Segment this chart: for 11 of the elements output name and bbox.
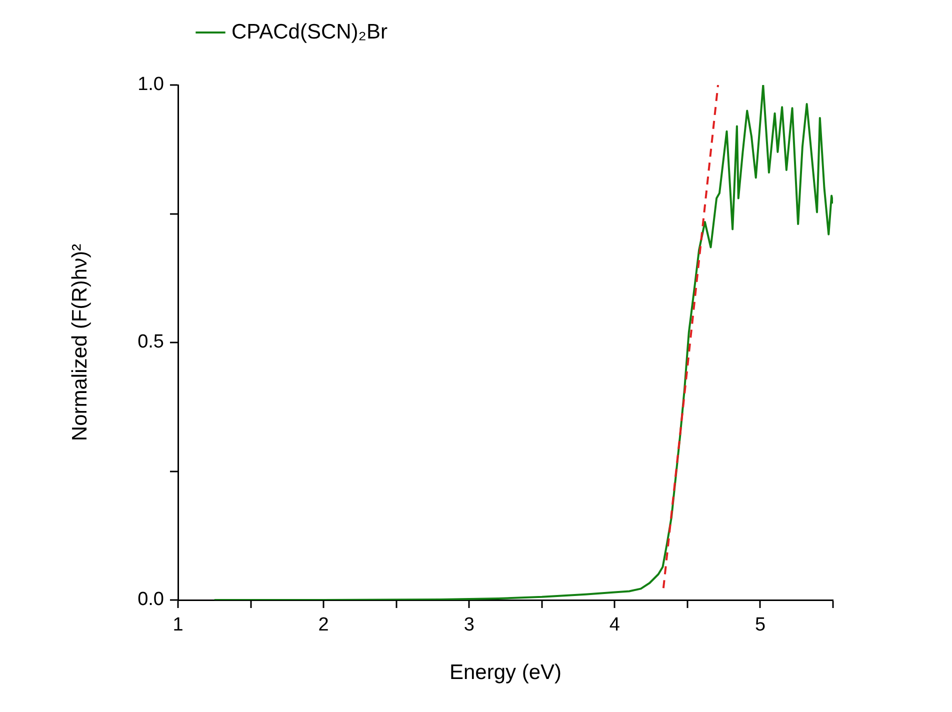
x-tick-label: 1: [172, 614, 184, 636]
y-tick-label: 1.0: [138, 74, 164, 96]
y-axis-title: Normalized (F(R)hν)²: [68, 244, 92, 442]
x-tick-label: 3: [464, 614, 474, 636]
x-axis-title: Energy (eV): [449, 661, 562, 684]
y-tick-label: 0.5: [138, 332, 164, 353]
x-tick-label: 2: [318, 614, 329, 636]
x-tick-label: 4: [609, 614, 620, 636]
x-tick-label: 5: [754, 614, 766, 636]
legend-label: CPACd(SCN)₂Br: [232, 20, 388, 44]
y-tick-label: 0.0: [138, 589, 164, 610]
